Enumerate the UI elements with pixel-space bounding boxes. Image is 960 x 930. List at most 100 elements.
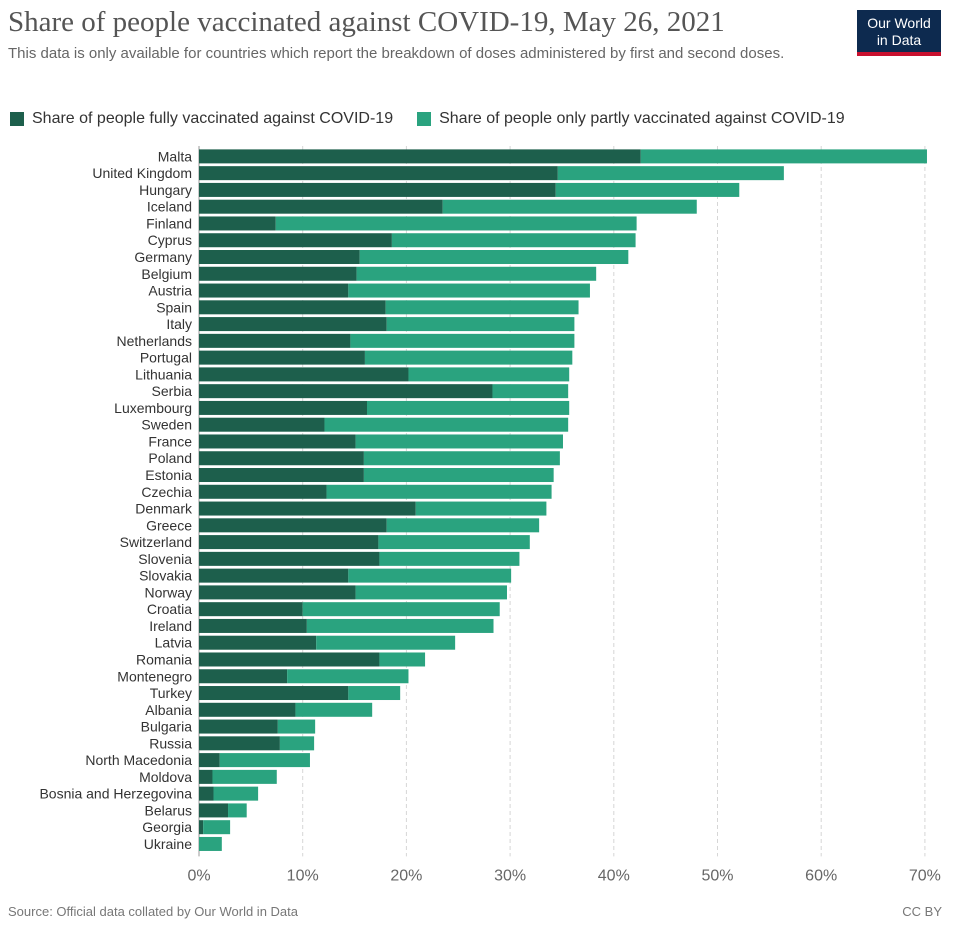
bar-partly-vaccinated (316, 635, 456, 650)
country-label: Russia (149, 735, 192, 751)
bar-fully-vaccinated (199, 820, 204, 835)
country-label: Ireland (149, 618, 192, 634)
bar-partly-vaccinated (386, 518, 540, 533)
bar-fully-vaccinated (199, 803, 229, 818)
country-label: Lithuania (135, 366, 192, 382)
country-label: Belarus (145, 802, 192, 818)
bar-partly-vaccinated (213, 786, 259, 801)
chart-subtitle: This data is only available for countrie… (8, 45, 785, 62)
bar-fully-vaccinated (199, 669, 288, 684)
bar-partly-vaccinated (275, 216, 637, 231)
country-label: North Macedonia (85, 752, 192, 768)
country-label: Portugal (140, 350, 192, 366)
license-note[interactable]: CC BY (902, 904, 942, 919)
bar-fully-vaccinated (199, 166, 558, 181)
source-note: Source: Official data collated by Our Wo… (8, 904, 298, 919)
bar-partly-vaccinated (415, 501, 547, 516)
country-label: Poland (148, 450, 192, 466)
bar-fully-vaccinated (199, 182, 556, 197)
x-tick-label: 0% (187, 867, 210, 884)
bar-partly-vaccinated (348, 283, 590, 298)
bar-partly-vaccinated (203, 820, 231, 835)
x-tick-label: 70% (909, 867, 941, 884)
country-label: Croatia (147, 601, 192, 617)
bar-fully-vaccinated (199, 333, 351, 348)
country-label: Sweden (141, 417, 192, 433)
bar-fully-vaccinated (199, 400, 367, 415)
bar-fully-vaccinated (199, 702, 296, 717)
bar-partly-vaccinated (355, 585, 507, 600)
bar-fully-vaccinated (199, 384, 493, 399)
bar-partly-vaccinated (359, 250, 629, 265)
country-label: Czechia (141, 484, 192, 500)
x-tick-label: 30% (494, 867, 526, 884)
bar-partly-vaccinated (363, 451, 560, 466)
bar-fully-vaccinated (199, 367, 409, 382)
bar-partly-vaccinated (363, 468, 554, 483)
bar-partly-vaccinated (228, 803, 247, 818)
country-label: Norway (145, 584, 192, 600)
bar-partly-vaccinated (386, 317, 575, 332)
country-label: Romania (136, 651, 192, 667)
country-label: Austria (148, 283, 192, 299)
legend: Share of people fully vaccinated against… (10, 110, 869, 128)
logo-line-1: Our World (867, 15, 931, 31)
country-label: Switzerland (120, 534, 192, 550)
bar-partly-vaccinated (302, 602, 500, 617)
bar-fully-vaccinated (199, 753, 220, 768)
country-label: Slovenia (138, 551, 192, 567)
bar-fully-vaccinated (199, 501, 416, 516)
country-label: Serbia (152, 383, 193, 399)
country-label: Ukraine (144, 836, 192, 852)
bar-partly-vaccinated (557, 166, 784, 181)
bar-fully-vaccinated (199, 250, 360, 265)
bar-fully-vaccinated (199, 266, 357, 281)
bar-fully-vaccinated (199, 686, 349, 701)
bar-partly-vaccinated (379, 652, 426, 667)
x-tick-label: 50% (701, 867, 733, 884)
bar-fully-vaccinated (199, 652, 380, 667)
legend-swatch-fully (10, 112, 24, 126)
bar-partly-vaccinated (348, 568, 512, 583)
bar-partly-vaccinated (277, 719, 316, 734)
bar-partly-vaccinated (391, 233, 636, 248)
bar-partly-vaccinated (378, 535, 530, 550)
country-label: Estonia (145, 467, 192, 483)
legend-item-fully[interactable]: Share of people fully vaccinated against… (10, 110, 393, 128)
bar-partly-vaccinated (348, 686, 401, 701)
bar-partly-vaccinated (287, 669, 409, 684)
bar-fully-vaccinated (199, 568, 349, 583)
bar-fully-vaccinated (199, 300, 386, 315)
bar-fully-vaccinated (199, 434, 356, 449)
country-label: France (148, 433, 192, 449)
bar-partly-vaccinated (306, 618, 494, 633)
country-label: Turkey (150, 685, 192, 701)
bar-fully-vaccinated (199, 551, 380, 566)
country-label: Slovakia (139, 568, 192, 584)
bar-partly-vaccinated (355, 434, 563, 449)
bar-partly-vaccinated (326, 484, 552, 499)
country-label: Finland (146, 215, 192, 231)
bar-fully-vaccinated (199, 468, 364, 483)
bar-fully-vaccinated (199, 719, 278, 734)
country-label: Denmark (135, 501, 193, 517)
bar-fully-vaccinated (199, 451, 364, 466)
bar-fully-vaccinated (199, 149, 641, 164)
legend-label-fully: Share of people fully vaccinated against… (32, 110, 394, 127)
x-tick-label: 60% (805, 867, 837, 884)
bar-partly-vaccinated (212, 769, 277, 784)
bar-fully-vaccinated (199, 317, 387, 332)
bar-fully-vaccinated (199, 216, 276, 231)
bar-partly-vaccinated (492, 384, 569, 399)
country-label: Netherlands (117, 333, 193, 349)
country-label: Spain (156, 299, 192, 315)
bar-fully-vaccinated (199, 602, 303, 617)
owid-logo[interactable]: Our World in Data (857, 10, 941, 56)
country-label: Italy (166, 316, 192, 332)
legend-item-partly[interactable]: Share of people only partly vaccinated a… (417, 110, 845, 128)
bar-fully-vaccinated (199, 518, 387, 533)
country-label: Bulgaria (141, 719, 193, 735)
bar-partly-vaccinated (366, 400, 570, 415)
bar-fully-vaccinated (199, 199, 443, 214)
